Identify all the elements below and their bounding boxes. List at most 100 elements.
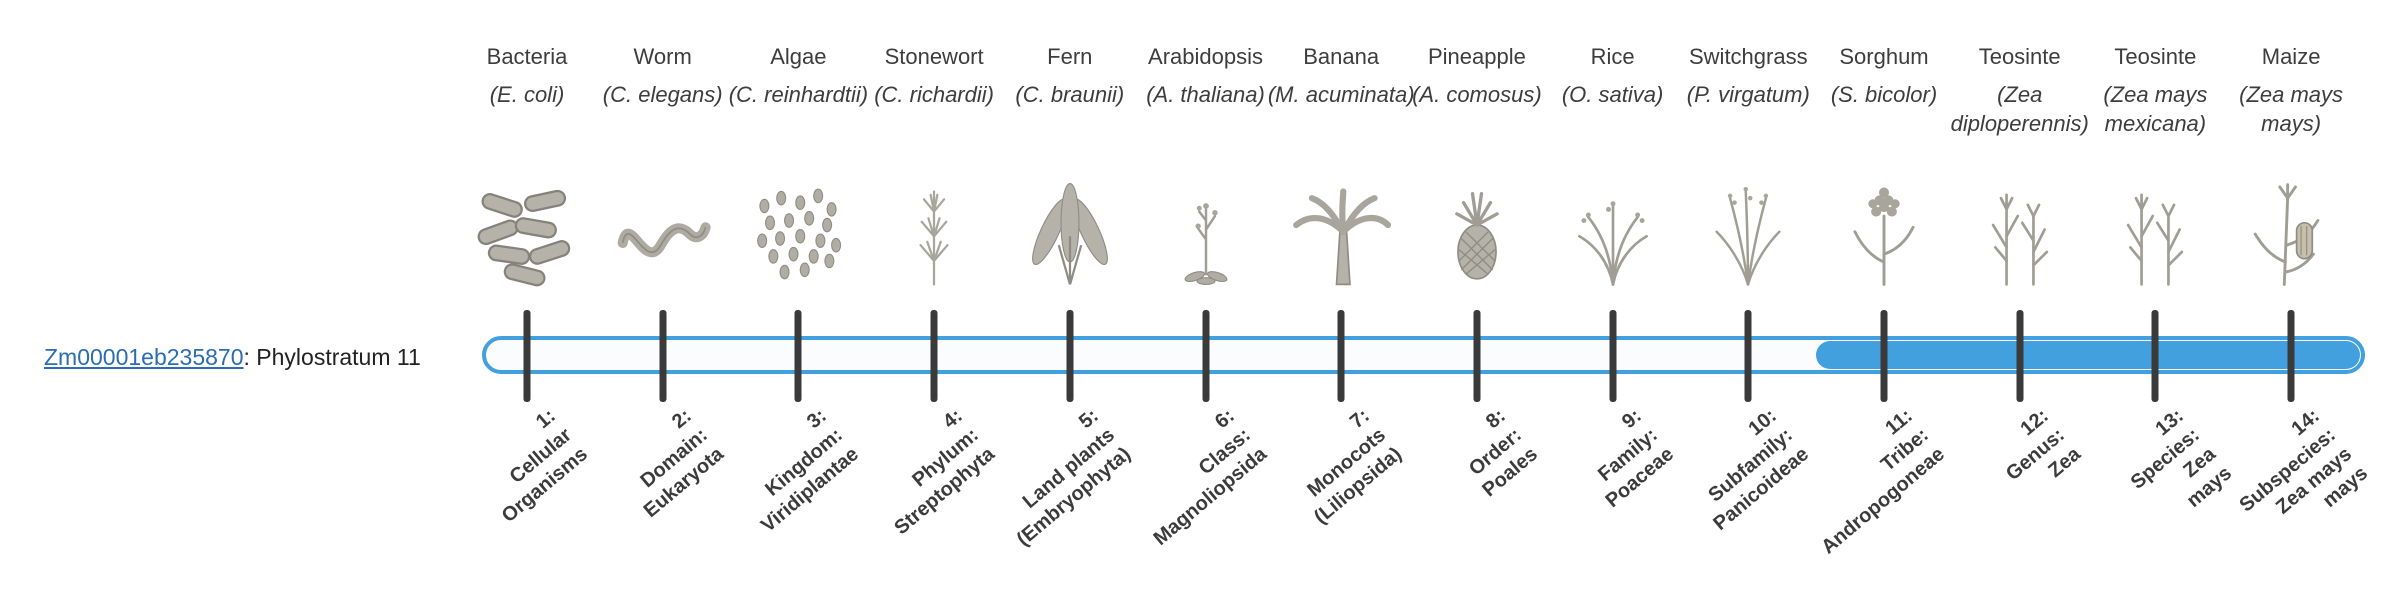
organism-names: Rice (O. sativa) (1530, 42, 1696, 109)
organism-names: Worm (C. elegans) (580, 42, 746, 109)
phylostratum-tick (659, 310, 667, 402)
stratum-column: Stonewort (C. richardii) 4: Phylum: Stre… (859, 0, 1009, 580)
organism-icon (2093, 166, 2217, 296)
stratum-column: Algae (C. reinhardtii) 3: Kingdom: Virid… (723, 0, 873, 580)
organism-sci-name: (C. reinhardtii) (728, 82, 869, 108)
organism-sci-name: (S. bicolor) (1830, 82, 1938, 108)
organism-sci-name: (C. braunii) (1015, 82, 1125, 108)
stratum-column: Fern (C. braunii) 5: Land plants (Embryo… (995, 0, 1145, 580)
phylostratum-tick (2287, 310, 2295, 402)
organism-sci-name: (Zea diploperennis) (1950, 82, 2089, 137)
organism-name: Worm (633, 44, 692, 69)
organism-icon-svg (1150, 172, 1262, 296)
organism-names: Maize (Zea mays mays) (2208, 42, 2374, 138)
organism-sci-name: (A. comosus) (1412, 82, 1542, 108)
stratum-column: Maize (Zea mays mays) 14: Subspecies: Ze… (2216, 0, 2373, 580)
phylostratum-tick (523, 310, 531, 402)
organism-name: Teosinte (1978, 44, 2061, 69)
stratum-column: Teosinte (Zea mays mexicana) 13: Species… (2080, 0, 2236, 580)
organism-icon (1144, 166, 1268, 296)
organism-sci-name: (P. virgatum) (1686, 82, 1810, 108)
organism-names: Teosinte (Zea mays mexicana) (2072, 42, 2238, 138)
phylostratum-bar-fill (1816, 341, 2360, 369)
organism-icon-svg (1557, 172, 1669, 296)
organism-icon (872, 166, 996, 296)
phylostratum-tick (2151, 310, 2159, 402)
phylostratum-tick (1744, 310, 1752, 402)
gene-link[interactable]: Zm00001eb235870 (44, 344, 244, 370)
organism-icon-svg (2235, 172, 2347, 296)
organism-names: Arabidopsis (A. thaliana) (1123, 42, 1289, 109)
stratum-column: Banana (M. acuminata) 7: Monocots (Lilio… (1266, 0, 1416, 580)
organism-icon (1008, 166, 1132, 296)
organism-sci-name: (C. elegans) (602, 82, 723, 108)
organism-icon-svg (1964, 172, 2076, 296)
organism-icon (465, 166, 589, 296)
stratum-column: Bacteria (E. coli) 1: Cellular Organisms (452, 0, 602, 580)
organism-name: Maize (2261, 44, 2321, 69)
organism-name: Algae (770, 44, 827, 69)
organism-names: Algae (C. reinhardtii) (715, 42, 881, 109)
stratum-column: Worm (C. elegans) 2: Domain: Eukaryota (588, 0, 738, 580)
stratum-column: Arabidopsis (A. thaliana) 6: Class: Magn… (1131, 0, 1281, 580)
organism-names: Bacteria (E. coli) (444, 42, 610, 109)
organism-icon-svg (1692, 172, 1804, 296)
organism-icon (1551, 166, 1675, 296)
stratum-column: Switchgrass (P. virgatum) 10: Subfamily:… (1673, 0, 1823, 580)
organism-icon-svg (1285, 172, 1397, 296)
organism-name: Stonewort (884, 44, 984, 69)
organism-name: Banana (1303, 44, 1380, 69)
organism-name: Switchgrass (1689, 44, 1808, 69)
organism-icon-svg (1014, 172, 1126, 296)
organism-icon (601, 166, 725, 296)
organism-sci-name: (E. coli) (489, 82, 565, 108)
gene-phylostratum-text: : Phylostratum 11 (243, 344, 421, 370)
organism-sci-name: (M. acuminata) (1267, 82, 1415, 108)
organism-icon (1686, 166, 1810, 296)
gene-line: Zm00001eb235870: Phylostratum 11 (44, 338, 421, 376)
organism-name: Rice (1590, 44, 1635, 69)
organism-icon (1415, 166, 1539, 296)
stratum-column: Teosinte (Zea diploperennis) 12: Genus: … (1945, 0, 2095, 580)
organism-names: Pineapple (A. comosus) (1394, 42, 1560, 109)
phylostratum-tick (930, 310, 938, 402)
organism-icon-svg (471, 172, 583, 296)
organism-icon (736, 166, 860, 296)
organism-names: Banana (M. acuminata) (1258, 42, 1424, 109)
organism-sci-name: (Zea mays mays) (2239, 82, 2344, 137)
organism-sci-name: (A. thaliana) (1146, 82, 1265, 108)
organism-sci-name: (O. sativa) (1561, 82, 1664, 108)
stratum-label: 1: Cellular Organisms (497, 404, 592, 528)
stratum-column: Pineapple (A. comosus) 8: Order: Poales (1402, 0, 1552, 580)
organism-icon (1822, 166, 1946, 296)
phylostratum-tick (1473, 310, 1481, 402)
organism-name: Teosinte (2114, 44, 2197, 69)
organism-icon (1958, 166, 2082, 296)
phylostratum-tick (794, 310, 802, 402)
phylostratum-tick (1202, 310, 1209, 402)
organism-names: Switchgrass (P. virgatum) (1665, 42, 1831, 109)
organism-name: Sorghum (1839, 44, 1929, 69)
organism-icon-svg (878, 172, 990, 296)
organism-icon-svg (1828, 172, 1940, 296)
phylostratum-tick (1066, 310, 1074, 402)
organism-icon-svg (607, 172, 719, 296)
phylostratum-tick (2016, 310, 2024, 402)
organism-names: Stonewort (C. richardii) (851, 42, 1017, 109)
organism-sci-name: (Zea mays mexicana) (2103, 82, 2208, 137)
stratum-column: Rice (O. sativa) 9: Family: Poaceae (1538, 0, 1688, 580)
organism-icon (1279, 166, 1403, 296)
strata-columns: Bacteria (E. coli) 1: Cellular Organisms… (0, 0, 2373, 580)
phylostratum-tick (1609, 310, 1617, 402)
organism-names: Fern (C. braunii) (987, 42, 1153, 109)
organism-name: Arabidopsis (1148, 44, 1263, 69)
organism-icon (2229, 166, 2353, 296)
phylostratigraphy-figure: Zm00001eb235870: Phylostratum 11 Bacteri… (0, 0, 2373, 580)
organism-names: Teosinte (Zea diploperennis) (1937, 42, 2103, 138)
stratum-column: Sorghum (S. bicolor) 11: Tribe: Andropog… (1809, 0, 1959, 580)
organism-name: Bacteria (486, 44, 568, 69)
organism-sci-name: (C. richardii) (874, 82, 994, 108)
organism-icon-svg (742, 172, 854, 296)
phylostratum-tick (1880, 310, 1888, 402)
organism-icon-svg (2099, 172, 2211, 296)
